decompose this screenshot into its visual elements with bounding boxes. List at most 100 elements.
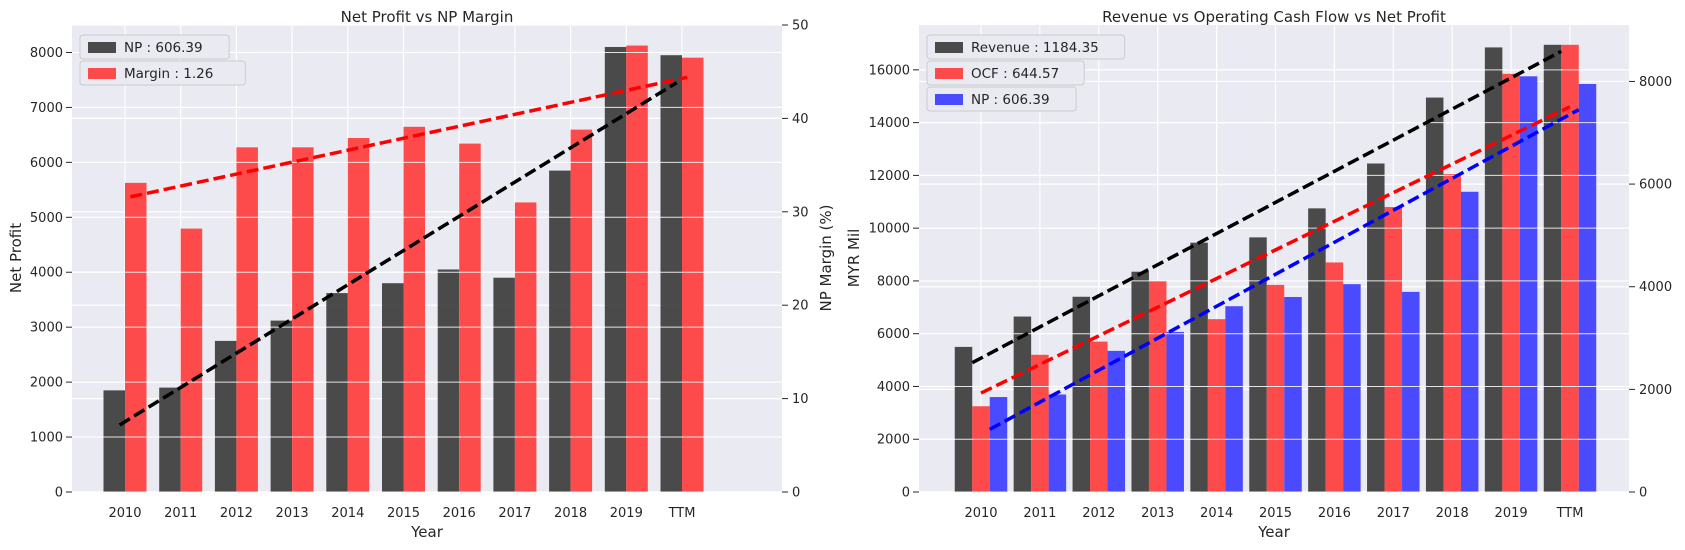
legend: Revenue : 1184.35 OCF : 644.57 NP : 606.39 (926, 34, 1126, 112)
legend-box (926, 60, 1085, 86)
x-tick-label: 2013 (276, 506, 309, 521)
y2-tick-label: 6000 (1639, 178, 1672, 193)
legend-box (79, 34, 230, 60)
legend-swatch (88, 42, 116, 53)
bar (382, 283, 404, 492)
y-tick-label: 14000 (869, 116, 910, 131)
bar (159, 387, 181, 492)
y-tick-label: 0 (55, 486, 63, 501)
bar (1249, 237, 1267, 492)
bar (1561, 44, 1579, 492)
y-axis-label: MYR Mil (845, 229, 863, 288)
trend-line (130, 75, 688, 199)
y-tick-label: 10000 (869, 222, 910, 237)
bar (1190, 242, 1208, 492)
legend-label: Margin : 1.26 (124, 66, 213, 82)
x-tick-labels: 2010 2011 2012 2013 2014 2015 2016 2017 2018 2019… (964, 506, 1583, 521)
bar (1013, 316, 1032, 492)
bar (1343, 284, 1361, 492)
bar (403, 126, 425, 492)
x-axis-label: Year (1257, 523, 1291, 541)
x-tick-label: 2014 (331, 506, 364, 521)
legend-swatch (935, 94, 963, 105)
y2-tick-label: 0 (792, 486, 800, 501)
bar (292, 147, 314, 492)
x-tick-label: 2014 (1200, 506, 1233, 521)
x-tick-label: 2017 (498, 506, 531, 521)
bar (1090, 341, 1108, 492)
bars (919, 44, 1629, 493)
legend-label: Revenue : 1184.35 (971, 40, 1099, 56)
chart-revenue-ocf-np: 2010 2011 2012 2013 2014 2015 2016 2017 2018 2019… (845, 8, 1672, 541)
y2-tick-label: 8000 (1639, 75, 1672, 90)
bar (326, 293, 348, 492)
x-tick-label: 2015 (1259, 506, 1292, 521)
y-tick-label: 6000 (877, 327, 910, 342)
chart-title: Net Profit vs NP Margin (341, 8, 514, 26)
x-tick-label: 2015 (387, 506, 420, 521)
bar (347, 138, 370, 492)
bar (972, 406, 990, 492)
bar (493, 277, 515, 492)
legend-swatch (88, 68, 116, 79)
x-tick-label: 2011 (164, 506, 197, 521)
y2-tick-labels: 0 2000 4000 6000 8000 (1629, 75, 1672, 501)
x-tick-label: 2016 (443, 506, 476, 521)
legend-box (926, 86, 1077, 112)
x-tick-label: TTM (1556, 506, 1584, 521)
legend-box (79, 60, 246, 86)
chart-net-profit-vs-margin: 2010 2011 2012 2013 2014 2015 2016 2017 2018 2019… (7, 8, 835, 541)
y-tick-label: 8000 (30, 46, 63, 61)
y-tick-label: 7000 (30, 101, 63, 116)
bar (549, 170, 571, 492)
y-tick-label: 0 (902, 486, 910, 501)
bar (1484, 47, 1503, 493)
x-tick-label: TTM (668, 506, 696, 521)
bar (1325, 262, 1344, 492)
y-tick-label: 8000 (877, 274, 910, 289)
y-tick-label: 2000 (877, 433, 910, 448)
y2-tick-label: 50 (792, 19, 809, 34)
bar (1284, 296, 1302, 492)
x-tick-label: 2012 (1082, 506, 1115, 521)
bar (1402, 291, 1420, 492)
y2-tick-label: 10 (792, 392, 809, 407)
y-tick-label: 6000 (30, 156, 63, 171)
trend-line (988, 108, 1580, 431)
legend: NP : 606.39 Margin : 1.26 (79, 34, 246, 86)
bar (1107, 350, 1126, 492)
bar (570, 129, 593, 492)
bar (1072, 296, 1091, 492)
y2-tick-label: 0 (1639, 486, 1647, 501)
y-tick-label: 4000 (877, 380, 910, 395)
bar (989, 397, 1008, 492)
y-tick-label: 1000 (30, 431, 63, 446)
trend-line (118, 81, 678, 427)
trend-line (971, 49, 1563, 365)
x-tick-label: 2019 (610, 506, 643, 521)
bar (682, 57, 704, 492)
bar (1166, 331, 1184, 492)
y-tick-labels: 0 2000 4000 6000 8000 10000 12000 14000 16000 (869, 63, 919, 501)
y-tick-label: 16000 (869, 63, 910, 78)
y-tick-label: 3000 (30, 321, 63, 336)
bar (1048, 394, 1067, 492)
x-tick-label: 2019 (1495, 506, 1528, 521)
y-tick-label: 12000 (869, 169, 910, 184)
bar (270, 320, 293, 492)
y-tick-label: 4000 (30, 266, 63, 281)
legend-label: NP : 606.39 (971, 92, 1050, 108)
bar (1384, 207, 1403, 492)
bar (180, 228, 203, 492)
x-tick-label: 2010 (108, 506, 141, 521)
bar (1460, 191, 1479, 493)
bar (660, 55, 682, 492)
bar (514, 202, 537, 492)
bar (1308, 208, 1326, 492)
bar (626, 45, 648, 492)
x-tick-label: 2010 (964, 506, 997, 521)
bar (1425, 97, 1444, 493)
y2-tick-label: 30 (792, 205, 809, 220)
